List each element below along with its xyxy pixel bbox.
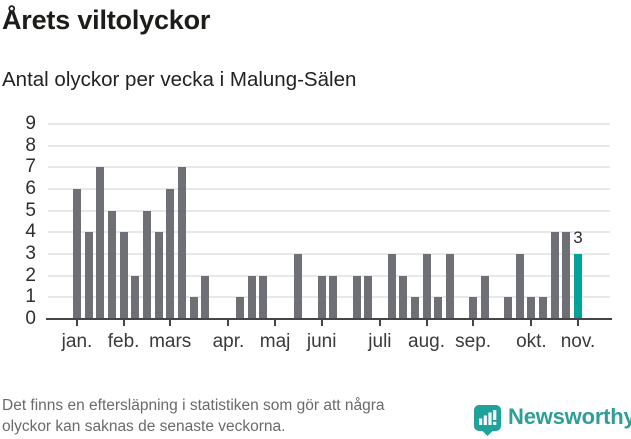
gridline-4: [48, 231, 610, 234]
bar-week-9: [166, 189, 175, 319]
bar-week-44: [573, 254, 582, 319]
bar-week-16: [247, 275, 256, 319]
disclaimer-text-line1: Det finns en eftersläpning i statistiken…: [2, 397, 385, 414]
x-tick-jan: [76, 320, 78, 326]
x-tick-juli: [378, 320, 381, 326]
chart-subtitle: Antal olyckor per vecka i Malung-Sälen: [2, 68, 357, 91]
x-tick-okt: [530, 320, 533, 326]
y-tick-label-7: 7: [25, 156, 36, 178]
bar-week-40: [527, 297, 536, 319]
bar-week-8: [154, 232, 163, 319]
newsworthy-logo-icon: [474, 405, 501, 436]
bar-week-26: [364, 275, 373, 319]
y-tick-label-3: 3: [25, 243, 36, 264]
x-tick-mars: [169, 320, 172, 326]
newsworthy-brand-text: Newsworthy: [508, 404, 631, 429]
plot-area: [48, 123, 610, 319]
gridline-1: [48, 296, 610, 299]
gridline-2: [48, 274, 610, 277]
bar-week-7: [142, 210, 151, 319]
bar-week-31: [422, 254, 431, 319]
gridline-8: [48, 144, 610, 147]
x-tick-label-okt: okt.: [516, 331, 547, 352]
x-tick-apr: [227, 320, 230, 326]
bar-week-4: [107, 210, 116, 319]
bar-week-33: [445, 254, 454, 319]
x-tick-aug: [425, 320, 428, 326]
bar-week-28: [387, 254, 396, 319]
x-tick-label-juni: juni: [306, 331, 337, 352]
x-tick-juni: [320, 320, 323, 326]
x-tick-label-juli: juli: [368, 331, 392, 352]
x-tick-label-mars: mars: [149, 331, 192, 352]
gridline-5: [48, 209, 610, 212]
bar-week-15: [236, 297, 245, 319]
x-tick-sep: [472, 320, 475, 326]
x-tick-label-maj: maj: [259, 331, 291, 352]
x-tick-label-nov: nov.: [560, 331, 596, 352]
bar-week-12: [201, 275, 210, 319]
bar-week-43: [562, 232, 571, 319]
x-tick-label-feb: feb.: [107, 331, 140, 352]
bar-week-29: [399, 275, 408, 319]
bar-week-42: [550, 232, 559, 319]
bar-week-1: [73, 189, 81, 319]
gridline-7: [48, 166, 610, 169]
x-tick-label-apr: apr.: [212, 331, 245, 352]
bar-week-22: [317, 275, 326, 319]
bar-week-30: [410, 297, 419, 319]
x-axis-line: [46, 318, 612, 320]
bar-week-38: [504, 297, 513, 319]
gridline-6: [48, 188, 610, 190]
page-title: Årets viltolyckor: [2, 5, 211, 35]
bar-week-20: [294, 254, 303, 319]
newsworthy-logo: Newsworthy: [474, 403, 631, 437]
bar-week-25: [352, 275, 361, 319]
y-tick-label-4: 4: [25, 221, 36, 243]
bar-week-36: [480, 275, 489, 319]
x-tick-label-jan: jan.: [61, 331, 93, 352]
gridline-9: [48, 123, 610, 125]
y-tick-label-9: 9: [25, 113, 36, 134]
bar-week-5: [119, 232, 128, 319]
y-tick-label-8: 8: [25, 134, 36, 156]
y-tick-label-2: 2: [25, 264, 36, 286]
y-tick-label-1: 1: [25, 286, 36, 308]
bar-week-6: [131, 275, 140, 319]
y-tick-label-0: 0: [25, 308, 36, 329]
x-tick-maj: [274, 320, 277, 326]
y-tick-label-5: 5: [25, 199, 36, 221]
x-tick-label-aug: aug.: [408, 331, 445, 352]
bar-week-39: [515, 254, 524, 319]
bar-week-10: [177, 167, 186, 319]
x-tick-feb: [122, 320, 125, 326]
bar-week-17: [259, 275, 268, 319]
x-tick-label-sep: sep.: [455, 331, 492, 352]
bar-week-32: [434, 297, 443, 319]
bar-week-35: [469, 297, 478, 319]
bar-week-11: [189, 297, 198, 319]
y-tick-label-6: 6: [25, 178, 36, 199]
x-tick-nov: [576, 320, 579, 326]
last-bar-value-label: 3: [573, 228, 583, 247]
bar-week-3: [96, 167, 105, 319]
bar-week-2: [84, 232, 93, 319]
disclaimer-text-line2: olyckor kan saknas de senaste veckorna.: [2, 418, 286, 435]
gridline-3: [48, 253, 610, 255]
bar-week-41: [539, 297, 548, 319]
bar-week-23: [329, 275, 338, 319]
